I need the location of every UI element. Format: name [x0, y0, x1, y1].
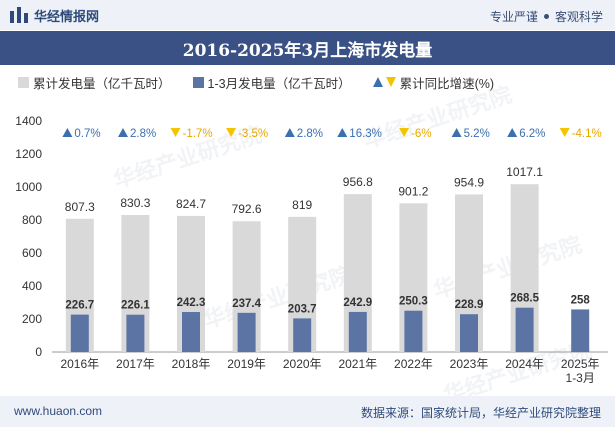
- label-period-8: 268.5: [510, 293, 539, 305]
- label-cumulative-6: 901.2: [398, 184, 428, 198]
- y-tick-label-1: 200: [22, 312, 42, 326]
- label-period-2: 242.3: [177, 297, 206, 309]
- growth-label-4: 2.8%: [297, 128, 323, 140]
- top-banner: 华经情报网 专业严谨 客观科学: [0, 0, 615, 30]
- growth-marker-up-1: [118, 128, 128, 137]
- growth-label-3: -3.5%: [238, 128, 268, 140]
- chart-legend: 累计发电量（亿千瓦时） 1-3月发电量（亿千瓦时） 累计同比增速(%): [18, 73, 516, 91]
- bar-period-6: [404, 310, 423, 352]
- growth-marker-down-9: [559, 128, 570, 137]
- slogan-right: 客观科学: [554, 10, 603, 24]
- label-period-6: 250.3: [399, 296, 428, 308]
- bar-period-3: [237, 312, 256, 352]
- growth-marker-down-2: [170, 128, 181, 137]
- legend-label-period: 1-3月发电量（亿千瓦时）: [207, 76, 351, 91]
- label-period-1: 226.1: [121, 300, 150, 312]
- y-tick-label-4: 800: [22, 213, 42, 227]
- bar-period-1: [126, 314, 145, 352]
- legend-item-cumulative: 累计发电量（亿千瓦时）: [18, 73, 171, 92]
- slogan: 专业严谨 客观科学: [490, 8, 603, 25]
- legend-item-growth: 累计同比增速(%): [372, 73, 495, 92]
- x-tick-label-4: 2020年: [283, 357, 322, 371]
- label-cumulative-0: 807.3: [65, 200, 95, 214]
- bar-period-8: [515, 307, 534, 352]
- label-period-0: 226.7: [65, 300, 94, 312]
- bar-period-0: [70, 314, 89, 352]
- label-cumulative-5: 956.8: [343, 175, 373, 189]
- legend-swatch-period: [192, 76, 204, 88]
- growth-label-8: 6.2%: [519, 128, 545, 140]
- label-cumulative-7: 954.9: [454, 175, 484, 189]
- legend-item-period: 1-3月发电量（亿千瓦时）: [192, 73, 351, 92]
- y-tick-label-0: 0: [35, 345, 42, 359]
- x-tick-label-9-line1: 1-3月: [566, 371, 595, 385]
- y-tick-label-6: 1200: [15, 147, 42, 161]
- growth-marker-up-8: [507, 128, 518, 137]
- separator-dot-icon: [543, 14, 549, 19]
- brand-name: 华经情报网: [34, 8, 100, 24]
- label-period-7: 228.9: [455, 299, 484, 311]
- y-tick-label-5: 1000: [15, 180, 42, 194]
- growth-marker-down-6: [399, 128, 410, 137]
- growth-label-1: 2.8%: [130, 128, 156, 140]
- growth-label-7: 5.2%: [464, 128, 490, 140]
- x-tick-label-3: 2019年: [227, 357, 266, 371]
- label-period-9: 258: [571, 294, 591, 306]
- brand-logo: 华经情报网: [10, 6, 99, 24]
- x-tick-label-7: 2023年: [450, 357, 489, 371]
- growth-marker-up-0: [62, 128, 73, 137]
- x-tick-label-0: 2016年: [60, 357, 99, 371]
- label-cumulative-3: 792.6: [232, 202, 262, 216]
- label-cumulative-2: 824.7: [176, 197, 206, 211]
- growth-label-0: 0.7%: [74, 128, 100, 140]
- footer-url: www.huaon.com: [14, 404, 103, 418]
- label-period-5: 242.9: [343, 297, 372, 309]
- legend-swatch-cumulative: [18, 76, 29, 88]
- footer-source: 数据来源：国家统计局，华经产业研究院整理: [360, 406, 601, 420]
- growth-label-6: -6%: [411, 128, 431, 140]
- chart-title: 2016-2025年3月上海市发电量: [182, 40, 433, 61]
- bar-period-4: [293, 318, 312, 352]
- bar-period-7: [460, 314, 478, 352]
- x-tick-label-8: 2024年: [505, 357, 544, 371]
- label-cumulative-8: 1017.1: [506, 165, 543, 179]
- growth-marker-down-3: [226, 128, 237, 137]
- x-tick-label-2: 2018年: [172, 357, 211, 371]
- x-tick-label-9: 2025年: [561, 357, 600, 371]
- y-tick-label-7: 1400: [15, 114, 42, 128]
- growth-label-2: -1.7%: [183, 128, 213, 140]
- y-tick-label-3: 600: [22, 246, 42, 260]
- y-tick-label-2: 400: [22, 279, 42, 293]
- x-tick-label-1: 2017年: [116, 357, 155, 371]
- bar-period-9: [571, 309, 590, 352]
- growth-marker-up-5: [337, 128, 348, 137]
- bar-logo-icon: [10, 7, 28, 23]
- bar-period-2: [182, 312, 200, 352]
- footer-bar: www.huaon.com 数据来源：国家统计局，华经产业研究院整理: [0, 396, 615, 427]
- slogan-left: 专业严谨: [489, 10, 538, 24]
- triangle-down-icon: [385, 77, 396, 87]
- title-bar: 2016-2025年3月上海市发电量: [0, 31, 615, 65]
- bar-period-5: [348, 311, 367, 352]
- label-cumulative-1: 830.3: [120, 196, 150, 210]
- growth-label-9: -4.1%: [572, 128, 602, 140]
- growth-marker-up-7: [451, 128, 462, 137]
- label-cumulative-4: 819: [292, 198, 312, 212]
- label-period-3: 237.4: [232, 298, 261, 310]
- legend-label-growth: 累计同比增速(%): [399, 76, 495, 91]
- x-tick-label-6: 2022年: [394, 357, 433, 371]
- growth-label-5: 16.3%: [349, 128, 382, 140]
- label-period-4: 203.7: [288, 303, 317, 315]
- triangle-up-icon: [372, 77, 383, 87]
- x-tick-label-5: 2021年: [338, 357, 377, 371]
- growth-marker-up-4: [284, 128, 295, 137]
- chart-plot: 0 200 400 600 800 1000 1200 1400 807.3 226.7 0.7% 2…: [15, 114, 608, 385]
- legend-label-cumulative: 累计发电量（亿千瓦时）: [33, 76, 171, 91]
